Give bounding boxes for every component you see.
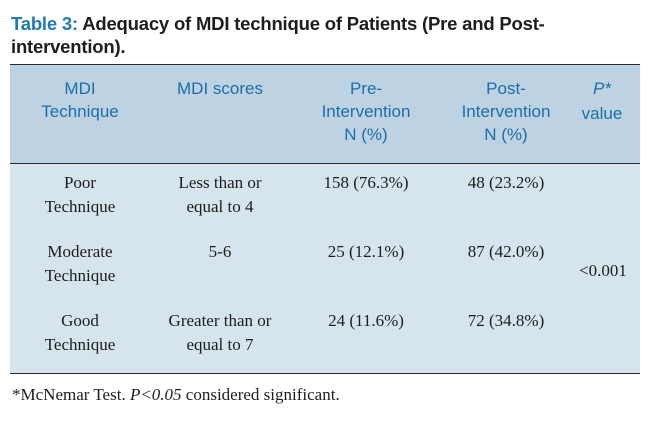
header-text: value [581,104,623,123]
table-header: MDI Technique MDI scores Pre- Interventi… [10,65,640,164]
row-3-score: Greater than or equal to 7 [150,309,290,357]
cell-text: equal to 7 [186,335,254,354]
row-1-post: 48 (23.2%) [467,173,545,192]
header-text: Pre- [349,79,383,98]
cell-text: equal to 4 [186,197,254,216]
row-1-pre: 158 (76.3%) [323,173,409,192]
header-text: MDI scores [177,79,263,98]
header-mdi-technique: MDI Technique [14,77,146,123]
cell-text: Technique [44,197,116,216]
header-p-star: * [604,79,611,98]
cell-text: Greater than or [168,311,272,330]
footnote-prefix: *McNemar Test. [12,385,130,404]
cell-text: Technique [44,266,116,285]
footnote-suffix: considered significant. [181,385,340,404]
cell-text: Good [61,311,99,330]
header-text: Technique [41,102,119,121]
table-footnote: *McNemar Test. P<0.05 considered signifi… [12,384,340,406]
header-mdi-scores: MDI scores [150,77,290,100]
row-2-pre: 25 (12.1%) [327,242,405,261]
header-p-symbol: P [593,79,605,98]
cell-text: Moderate [47,242,113,261]
cell-text: Poor [63,173,97,192]
footnote-italic: P<0.05 [129,385,182,404]
table-caption: Table 3: Adequacy of MDI technique of Pa… [11,12,651,58]
header-text: MDI [64,79,96,98]
header-text: N (%) [344,125,388,144]
row-3-post: 72 (34.8%) [467,311,545,330]
row-1-score: Less than or equal to 4 [150,171,290,219]
header-text: Intervention [461,102,551,121]
row-2-score: 5-6 [150,240,290,264]
data-table: MDI Technique MDI scores Pre- Interventi… [10,64,640,374]
row-2-technique: Moderate Technique [14,240,146,288]
cell-text: 5-6 [208,242,232,261]
header-pre-intervention: Pre- Intervention N (%) [300,77,432,146]
header-p-value: P* value [572,77,632,125]
cell-text: Less than or [178,173,262,192]
cell-text: Technique [44,335,116,354]
table-label: Table 3: [11,13,78,34]
header-post-intervention: Post- Intervention N (%) [438,77,574,146]
row-1-technique: Poor Technique [14,171,146,219]
row-3-pre: 24 (11.6%) [328,311,404,330]
row-3-technique: Good Technique [14,309,146,357]
row-2-post: 87 (42.0%) [467,242,545,261]
header-text: Post- [486,79,526,98]
table-title: Adequacy of MDI technique of Patients (P… [11,13,545,57]
header-text: Intervention [321,102,411,121]
p-value-cell: <0.001 [579,261,627,280]
header-text: N (%) [484,125,528,144]
